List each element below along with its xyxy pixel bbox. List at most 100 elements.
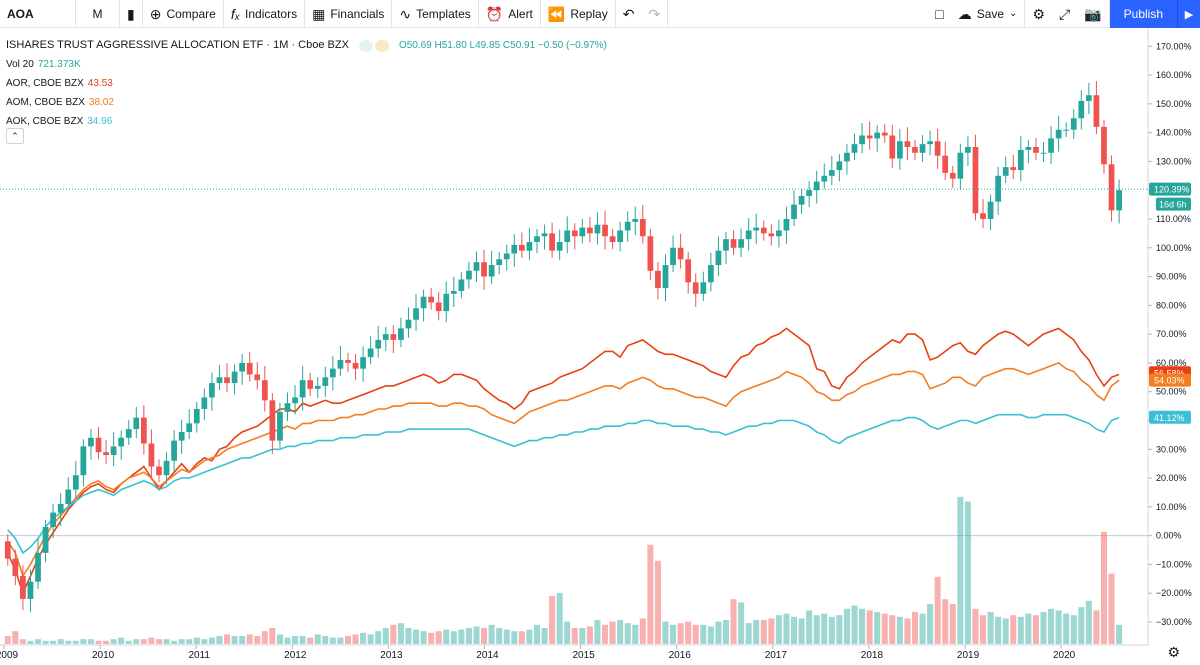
sidebar-toggle-button[interactable]: ▶: [1177, 0, 1200, 28]
volume-bar: [1055, 610, 1062, 644]
volume-bar: [549, 596, 556, 644]
undo-button[interactable]: ↶: [616, 0, 642, 28]
volume-bar: [843, 608, 850, 644]
replay-button[interactable]: ⏪ Replay: [541, 0, 616, 28]
candle-body: [216, 377, 223, 384]
volume-bar: [375, 631, 382, 644]
aok-legend[interactable]: AOK, CBOE BZX 34.96: [6, 112, 607, 131]
volume-bar: [1002, 618, 1009, 644]
compare-button[interactable]: ⊕ Compare: [143, 0, 224, 28]
snapshot-button[interactable]: 📷: [1077, 0, 1110, 28]
candle-body: [1078, 100, 1085, 119]
y-tick-label: 70.00%: [1156, 329, 1187, 339]
volume-bar: [662, 621, 669, 644]
alert-label: Alert: [508, 6, 533, 21]
candle-body: [1063, 129, 1070, 131]
save-button[interactable]: ☁ Save ⌄: [951, 0, 1026, 28]
candle-body: [88, 437, 94, 447]
volume-bar: [397, 623, 404, 644]
volume-bar: [1017, 616, 1024, 644]
candle-body: [345, 360, 351, 363]
volume-bar: [768, 618, 775, 644]
candle-body: [435, 302, 442, 312]
volume-bar: [216, 636, 223, 644]
symbol-search[interactable]: AOA: [0, 0, 76, 28]
candle-body: [12, 558, 19, 576]
chevron-down-icon: ⌄: [1009, 8, 1018, 19]
aoa-last-tag: 120.39%: [1154, 185, 1190, 195]
candle-body: [246, 362, 253, 375]
candle-body: [934, 141, 941, 156]
candle-body: [125, 429, 132, 438]
volume-bar: [223, 634, 231, 644]
candle-body: [277, 411, 283, 441]
volume-bar: [473, 626, 480, 644]
candle-body: [556, 242, 563, 251]
x-tick-label: 2018: [861, 650, 884, 661]
volume-bar: [284, 637, 291, 644]
volume-bar: [261, 631, 268, 644]
indicators-button[interactable]: fₓ Indicators: [224, 0, 306, 28]
volume-bar: [148, 637, 155, 644]
candle-body: [692, 282, 699, 294]
volume-bar: [382, 628, 389, 644]
volume-bar: [344, 636, 352, 644]
candle-body: [647, 236, 654, 271]
candle-body: [821, 175, 828, 182]
aoa-last-tag-bg: [1149, 182, 1191, 196]
candle-body: [919, 144, 926, 153]
series-line-aom: [7, 361, 1120, 578]
templates-button[interactable]: ∿ Templates: [392, 0, 479, 28]
aom-last-tag-bg: [1149, 373, 1191, 387]
legend-collapse-button[interactable]: ⌃: [6, 128, 24, 144]
volume-bar: [896, 616, 903, 644]
volume-bar: [34, 639, 42, 644]
candle-body: [715, 250, 722, 266]
volume-bar: [533, 624, 541, 644]
volume-bar: [927, 604, 934, 644]
alert-button[interactable]: ⏰ Alert: [479, 0, 541, 28]
chart-style-button[interactable]: ▮: [120, 0, 143, 28]
financials-button[interactable]: ▦ Financials: [305, 0, 393, 28]
interval-label: M: [92, 6, 103, 21]
volume-bar: [420, 631, 427, 644]
aom-legend[interactable]: AOM, CBOE BZX 38.02: [6, 93, 607, 112]
volume-bar: [118, 637, 125, 644]
volume-bar: [775, 615, 782, 644]
volume-bar: [639, 618, 646, 644]
x-tick-label: 2010: [92, 650, 115, 661]
y-tick-label: −20.00%: [1156, 588, 1192, 598]
axis-settings-icon[interactable]: ⚙: [1167, 644, 1180, 660]
volume-legend[interactable]: Vol 20 721.373K: [6, 55, 607, 74]
volume-bar: [934, 576, 941, 644]
layout-button[interactable]: □: [928, 0, 950, 28]
publish-button[interactable]: Publish: [1109, 0, 1177, 28]
volume-bar: [760, 620, 767, 644]
undo-icon: ↶: [622, 5, 635, 22]
settings-button[interactable]: ⚙: [1025, 0, 1052, 28]
top-toolbar: AOA M ▮ ⊕ Compare fₓ Indicators ▦ Financial…: [0, 0, 1200, 28]
x-tick-label: 2011: [188, 650, 210, 661]
fullscreen-button[interactable]: ⤢: [1052, 0, 1077, 28]
volume-bar: [19, 639, 26, 644]
redo-icon: ↷: [648, 5, 661, 22]
candle-body: [428, 296, 435, 303]
rewind-icon: ⏪: [547, 5, 566, 22]
volume-bar: [1063, 613, 1070, 644]
candle-body: [314, 385, 321, 389]
volume-bar: [813, 615, 820, 644]
volume-bar: [866, 610, 873, 644]
candle-body: [178, 431, 185, 441]
candle-body: [1093, 95, 1100, 127]
volume-bar: [1010, 615, 1017, 644]
interval-selector[interactable]: M: [76, 0, 120, 28]
candle-body: [639, 218, 646, 237]
redo-button[interactable]: ↷: [641, 0, 669, 28]
candle-body: [896, 141, 903, 159]
volume-bar: [12, 631, 19, 644]
volume-bar: [443, 629, 450, 644]
aor-legend[interactable]: AOR, CBOE BZX 43.53: [6, 74, 607, 93]
volume-bar: [27, 640, 34, 644]
volume-bar: [95, 640, 102, 644]
